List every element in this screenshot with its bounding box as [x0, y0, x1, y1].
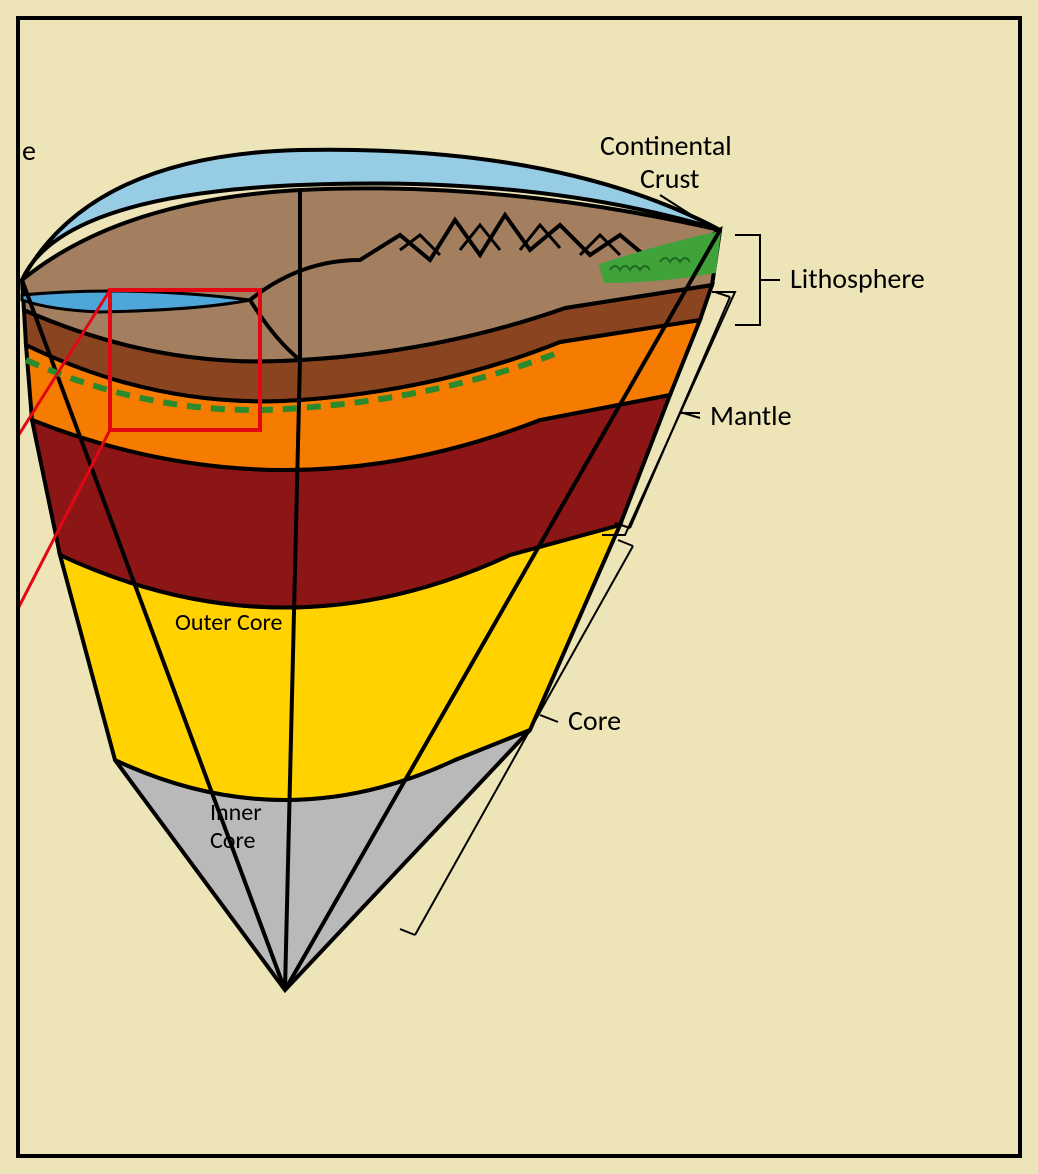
- label-continental-crust-1: Continental: [600, 128, 732, 163]
- earth-layers-diagram: e: [0, 0, 1038, 1174]
- label-outer-core: Outer Core: [175, 608, 283, 637]
- label-lithosphere: Lithosphere: [790, 261, 925, 296]
- label-inner-core-1: Inner: [210, 798, 262, 827]
- label-mantle: Mantle: [710, 398, 792, 433]
- label-inner-core-2: Core: [210, 826, 256, 855]
- title-fragment: e: [22, 133, 36, 168]
- label-continental-crust-2: Crust: [640, 161, 699, 196]
- label-core: Core: [568, 703, 621, 738]
